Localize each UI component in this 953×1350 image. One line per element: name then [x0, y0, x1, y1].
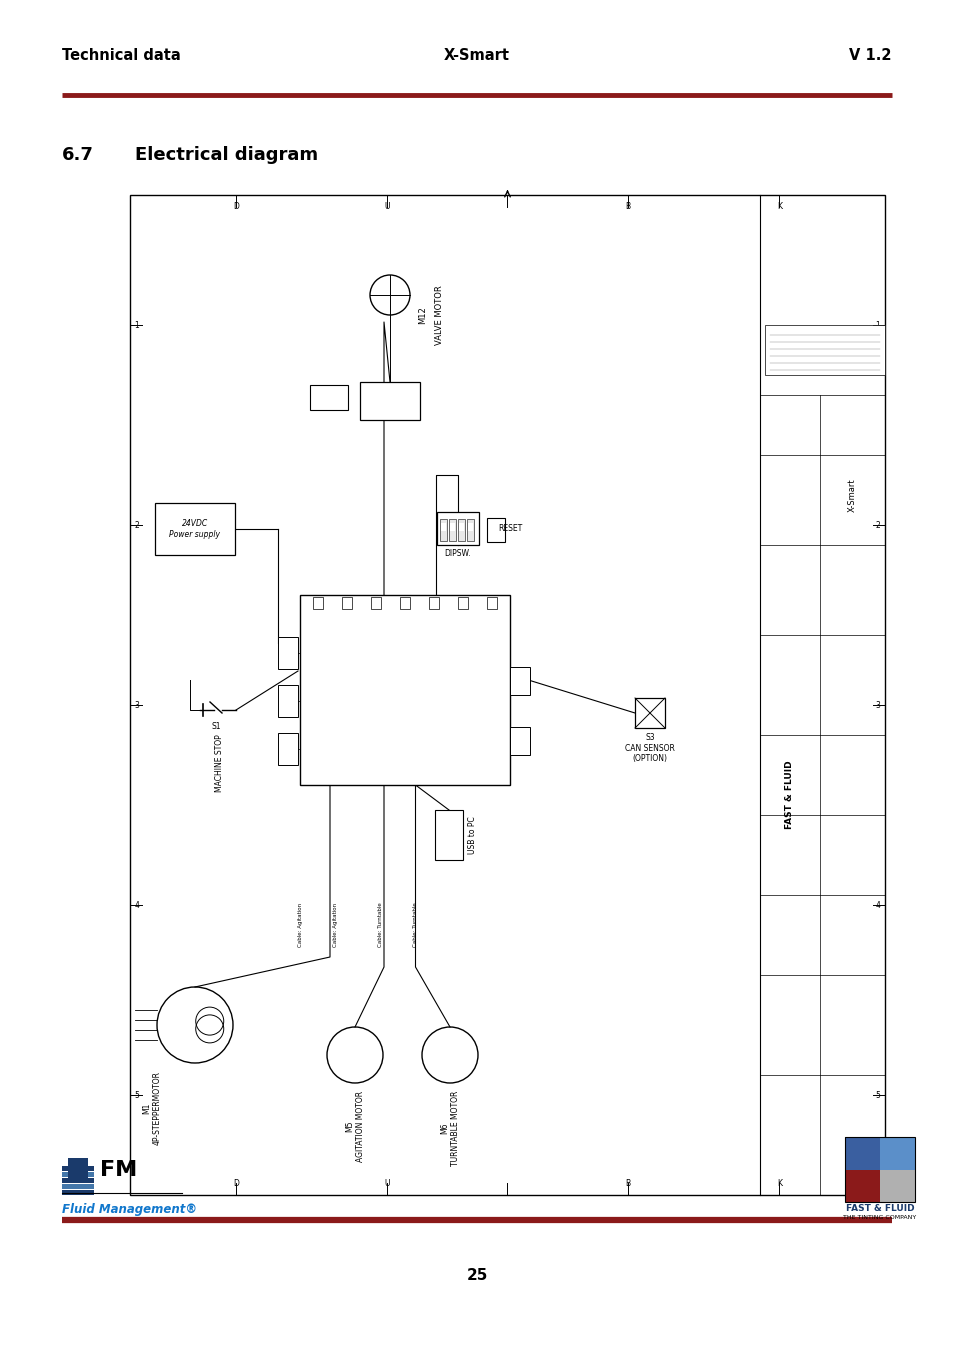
- Text: 1: 1: [134, 320, 139, 329]
- Text: M6
TURNTABLE MOTOR: M6 TURNTABLE MOTOR: [440, 1091, 459, 1166]
- Text: D: D: [233, 1179, 238, 1188]
- Bar: [154, 504, 234, 555]
- Text: M5
AGITATION MOTOR: M5 AGITATION MOTOR: [345, 1091, 364, 1162]
- Bar: [450, 522, 455, 531]
- Text: USB to PC: USB to PC: [468, 817, 476, 855]
- Bar: [277, 637, 297, 670]
- Bar: [467, 518, 474, 541]
- Text: FM: FM: [100, 1160, 137, 1180]
- Text: X-Smart: X-Smart: [443, 47, 510, 62]
- Text: FAST & FLUID: FAST & FLUID: [844, 1204, 913, 1214]
- Text: Fluid Management®: Fluid Management®: [62, 1203, 197, 1216]
- Bar: [299, 595, 510, 784]
- Bar: [62, 1184, 94, 1189]
- Bar: [635, 698, 664, 728]
- Bar: [371, 597, 380, 609]
- Text: 4: 4: [134, 900, 139, 910]
- Bar: [449, 518, 456, 541]
- Bar: [844, 1169, 879, 1202]
- Text: 2: 2: [134, 521, 139, 529]
- Text: X-Smart: X-Smart: [846, 478, 856, 512]
- Bar: [457, 518, 464, 541]
- Bar: [458, 522, 463, 531]
- Bar: [62, 1179, 94, 1183]
- Bar: [510, 667, 530, 695]
- Text: 5: 5: [134, 1091, 139, 1099]
- Bar: [277, 733, 297, 765]
- Text: 25: 25: [466, 1268, 487, 1282]
- Bar: [457, 597, 468, 609]
- Text: 1: 1: [875, 320, 880, 329]
- Text: U: U: [383, 1179, 389, 1188]
- Text: B: B: [625, 1179, 630, 1188]
- Text: 3: 3: [134, 701, 139, 710]
- Bar: [486, 597, 497, 609]
- Text: S1: S1: [211, 722, 220, 730]
- Text: M1
4P-STEPPERMOTOR: M1 4P-STEPPERMOTOR: [142, 1071, 161, 1145]
- Bar: [277, 684, 297, 717]
- Bar: [313, 597, 323, 609]
- Text: VALVE MOTOR: VALVE MOTOR: [435, 285, 443, 344]
- Text: S3: S3: [644, 733, 654, 743]
- Text: K: K: [776, 1179, 781, 1188]
- Bar: [436, 512, 478, 545]
- Bar: [510, 728, 530, 755]
- Text: D: D: [233, 202, 238, 211]
- Bar: [439, 518, 447, 541]
- Bar: [130, 194, 884, 1195]
- Text: CAN SENSOR
(OPTION): CAN SENSOR (OPTION): [624, 744, 674, 763]
- Text: B: B: [625, 202, 630, 211]
- Text: V 1.2: V 1.2: [848, 47, 891, 62]
- Bar: [764, 325, 884, 375]
- Bar: [399, 597, 410, 609]
- Bar: [879, 1169, 914, 1202]
- Bar: [486, 518, 504, 541]
- Text: K: K: [776, 202, 781, 211]
- Text: 6.7: 6.7: [62, 146, 93, 163]
- Text: Cable: Agitation: Cable: Agitation: [333, 903, 337, 948]
- Bar: [62, 1172, 94, 1177]
- Text: U: U: [383, 202, 389, 211]
- Text: THE TINTING COMPANY: THE TINTING COMPANY: [842, 1215, 916, 1220]
- Bar: [68, 1158, 88, 1180]
- Bar: [440, 522, 446, 531]
- Text: 2: 2: [875, 521, 880, 529]
- Text: 24VDC
Power supply: 24VDC Power supply: [170, 520, 220, 539]
- Bar: [468, 522, 473, 531]
- Bar: [359, 382, 419, 420]
- Bar: [310, 385, 348, 410]
- Text: 5: 5: [875, 1091, 880, 1099]
- Bar: [844, 1137, 914, 1202]
- Text: RESET: RESET: [497, 524, 521, 533]
- Text: FAST & FLUID: FAST & FLUID: [784, 760, 794, 829]
- Text: M12: M12: [417, 306, 427, 324]
- Bar: [844, 1137, 879, 1169]
- Text: MACHINE STOP: MACHINE STOP: [215, 734, 224, 791]
- Text: Cable: Turntable: Cable: Turntable: [377, 903, 382, 948]
- Bar: [341, 597, 352, 609]
- Text: Cable: Agitation: Cable: Agitation: [297, 903, 303, 948]
- Bar: [879, 1137, 914, 1169]
- Text: DIPSW.: DIPSW.: [444, 549, 471, 558]
- Text: Technical data: Technical data: [62, 47, 180, 62]
- Bar: [429, 597, 438, 609]
- Text: 3: 3: [875, 701, 880, 710]
- Text: Electrical diagram: Electrical diagram: [135, 146, 317, 163]
- Text: Cable: Turntable: Cable: Turntable: [413, 903, 417, 948]
- Bar: [62, 1189, 94, 1195]
- Bar: [62, 1166, 94, 1170]
- Bar: [435, 810, 462, 860]
- Text: 4: 4: [875, 900, 880, 910]
